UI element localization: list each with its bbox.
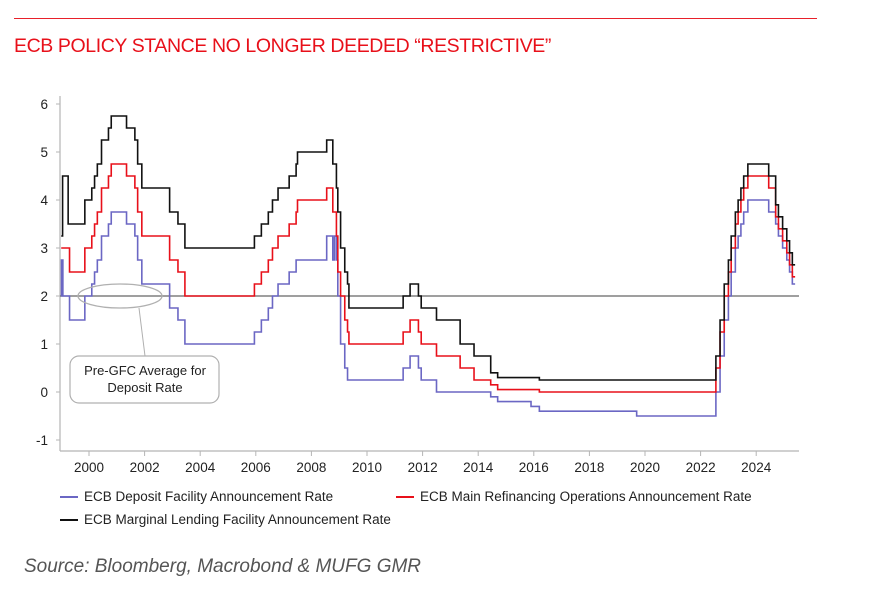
- legend-swatch-mro: [396, 495, 414, 498]
- x-tick-label: 2006: [241, 460, 271, 475]
- source-note: Source: Bloomberg, Macrobond & MUFG GMR: [24, 556, 422, 577]
- x-tick-label: 2024: [741, 460, 772, 475]
- annotation-leader: [138, 307, 146, 357]
- legend-item-marginal: ECB Marginal Lending Facility Announceme…: [60, 512, 391, 527]
- x-tick-label: 2022: [686, 460, 716, 475]
- y-tick-label: 0: [40, 385, 48, 400]
- annotation-text-line1: Pre-GFC Average for: [84, 363, 207, 378]
- legend-item-deposit: ECB Deposit Facility Announcement Rate: [60, 489, 333, 504]
- legend-swatch-marginal: [60, 518, 78, 521]
- x-tick-label: 2018: [574, 460, 604, 475]
- x-tick-label: 2016: [519, 460, 549, 475]
- series-line-marginal: [61, 115, 796, 381]
- y-tick-label: -1: [36, 433, 48, 448]
- legend-label-deposit: ECB Deposit Facility Announcement Rate: [84, 489, 334, 504]
- y-tick-label: 5: [40, 145, 48, 160]
- y-tick-label: 4: [40, 193, 48, 208]
- x-tick-label: 2008: [296, 460, 326, 475]
- legend-label-mro: ECB Main Refinancing Operations Announce…: [420, 489, 752, 504]
- series-line-deposit: [60, 199, 796, 417]
- legend-swatch-deposit: [60, 495, 78, 498]
- x-tick-label: 2000: [74, 460, 104, 475]
- annotation-box: [69, 355, 220, 404]
- annotation-text-line2: Deposit Rate: [107, 380, 182, 395]
- legend-label-marginal: ECB Marginal Lending Facility Announceme…: [84, 512, 391, 527]
- header-rule: [14, 18, 817, 19]
- x-tick-label: 2004: [185, 460, 216, 475]
- y-tick-label: 3: [40, 241, 48, 256]
- y-tick-label: 1: [40, 337, 48, 352]
- chart-title: ECB POLICY STANCE NO LONGER DEEDED “REST…: [14, 35, 552, 57]
- y-tick-label: 2: [40, 289, 48, 304]
- x-tick-label: 2020: [630, 460, 660, 475]
- x-tick-label: 2012: [408, 460, 438, 475]
- y-tick-label: 6: [40, 97, 48, 112]
- x-tick-label: 2010: [352, 460, 382, 475]
- legend-item-mro: ECB Main Refinancing Operations Announce…: [396, 489, 752, 504]
- x-tick-label: 2002: [130, 460, 160, 475]
- annotation-ellipse: [77, 283, 163, 309]
- series-line-mro: [61, 163, 796, 393]
- x-tick-label: 2014: [463, 460, 494, 475]
